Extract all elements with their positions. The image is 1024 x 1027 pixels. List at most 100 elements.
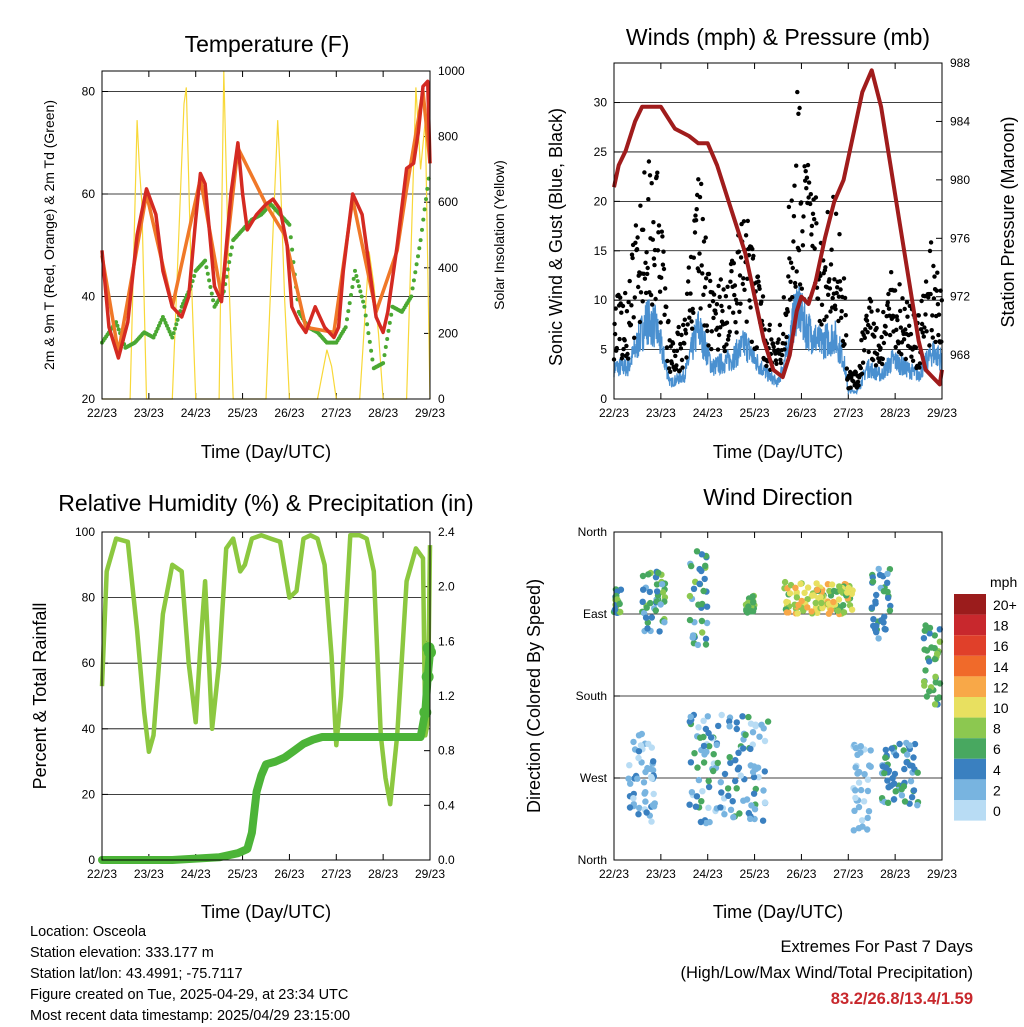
gust-point [678, 346, 684, 351]
legend-label: 6 [993, 741, 1001, 757]
gust-point [619, 356, 625, 361]
wind-plot-area: 22/23 23/23 24/23 25/23 26/23 27/23 28/23 29/23… [594, 56, 971, 420]
gust-point [836, 318, 841, 324]
gust-point [715, 347, 721, 352]
wind-direction-point [810, 592, 817, 599]
wind-direction-point [926, 688, 933, 695]
dewpoint-point [389, 312, 394, 317]
wind-direction-point [698, 798, 705, 805]
gust-point [626, 299, 631, 305]
gust-point [631, 315, 636, 320]
gust-point [931, 296, 937, 301]
gust-point [683, 327, 688, 333]
wind-direction-point [653, 588, 661, 595]
gust-point [635, 235, 640, 240]
gust-point [684, 355, 689, 360]
gust-point [929, 328, 934, 333]
wind-direction-point [700, 717, 707, 724]
gust-point [886, 291, 891, 297]
wind-direction-point [781, 578, 789, 586]
gust-point [625, 356, 631, 361]
gust-point [727, 305, 732, 310]
gust-point [650, 237, 655, 242]
wind-direction-point [926, 630, 933, 637]
solar-insolation-line [102, 70, 431, 400]
gust-point [826, 292, 831, 297]
gust-point [928, 291, 933, 297]
gust-point [823, 265, 828, 270]
wind-direction-point [639, 598, 646, 605]
gust-point [749, 339, 754, 344]
dewpoint-point [381, 361, 386, 366]
gust-point [619, 310, 624, 315]
legend-label: 10 [993, 700, 1009, 716]
temp-ytick-left-label: 60 [82, 187, 96, 201]
gust-point [709, 346, 714, 352]
gust-point [632, 295, 637, 300]
gust-point [658, 320, 663, 325]
dir-xtick-label: 24/23 [693, 867, 723, 881]
gust-point [650, 302, 655, 307]
rh-xtick-label: 23/23 [134, 867, 164, 881]
wind-direction-point [702, 635, 710, 642]
dir-ytick-left-label: East [583, 607, 608, 621]
wind-direction-point [686, 801, 693, 808]
gust-point [893, 344, 898, 350]
temp-ytick-left-label: 40 [82, 290, 96, 304]
gust-point [633, 223, 639, 228]
gust-point [719, 303, 724, 309]
gust-point [688, 291, 693, 296]
gust-point [808, 201, 813, 207]
wind-direction-point [639, 572, 647, 580]
temp-ytick-right-label: 0 [438, 392, 445, 406]
gust-point [782, 347, 787, 352]
wind-direction-point [748, 608, 755, 615]
legend-label: 20+ [993, 597, 1017, 613]
gust-point [782, 341, 788, 346]
wind-frame [613, 62, 943, 400]
gust-point [731, 261, 736, 266]
gust-point [785, 309, 790, 314]
gust-point [633, 240, 638, 245]
wind-direction-point [855, 825, 863, 832]
rh-ytick-right-label: 1.6 [438, 634, 455, 648]
wind-direction-point [818, 599, 825, 607]
wind-direction-point [864, 826, 871, 833]
wind-direction-point [717, 804, 724, 811]
gust-point [654, 174, 659, 179]
temperature-ylabel-right: Solar Insolation (Yellow) [491, 160, 507, 310]
gust-point [701, 239, 707, 244]
gust-point [790, 295, 795, 300]
wind-direction-point [792, 584, 799, 591]
gust-point [855, 379, 861, 384]
gust-point [767, 322, 772, 327]
total-rainfall-line [98, 648, 434, 864]
gust-point [666, 366, 672, 371]
gust-point [871, 321, 876, 326]
wind-direction-point [659, 589, 667, 596]
rh-ytick-left-label: 100 [75, 525, 95, 539]
gust-point [931, 263, 936, 269]
gust-point [728, 279, 733, 284]
gust-point [709, 329, 714, 334]
dewpoint-point [349, 293, 353, 297]
wind-direction-point [730, 814, 737, 821]
wind-direction-point [701, 575, 708, 583]
wind-direction-point [634, 775, 641, 782]
wind-direction-point [855, 779, 863, 786]
wind-direction-point [910, 754, 917, 761]
gust-point [905, 314, 910, 319]
wind-direction-point [857, 786, 865, 794]
gust-point [872, 334, 877, 339]
wind-direction-point [650, 790, 657, 798]
gust-point [859, 371, 865, 376]
wind-direction-point [702, 562, 709, 569]
temp-2m-line [100, 79, 432, 360]
gust-point [842, 342, 847, 347]
gust-point [714, 302, 720, 307]
gust-point [819, 322, 824, 327]
gust-point [869, 309, 874, 314]
dewpoint-point [115, 323, 120, 328]
wind-direction-point [761, 768, 768, 775]
gust-point [685, 322, 690, 327]
